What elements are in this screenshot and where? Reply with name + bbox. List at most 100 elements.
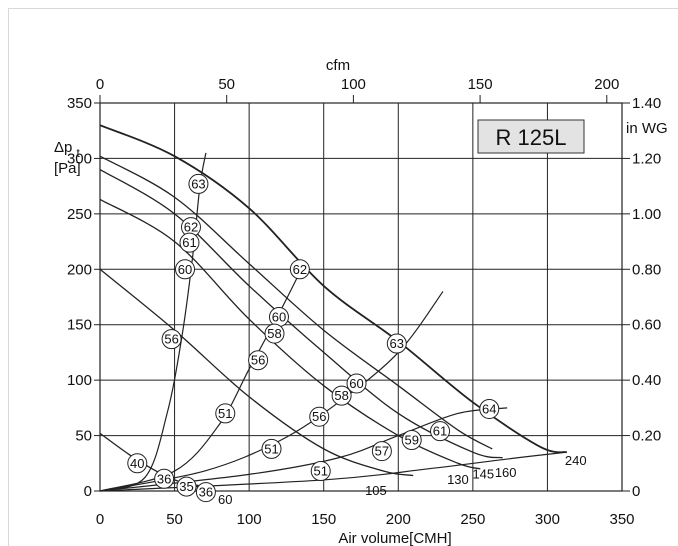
y2-tick-label: 0.60	[632, 317, 661, 334]
x-tick-label: 100	[237, 511, 262, 528]
noise-level-circle	[161, 329, 182, 350]
y-tick-label: 250	[67, 206, 92, 223]
fan-curve	[99, 124, 567, 454]
noise-level-circle	[188, 173, 209, 194]
noise-level-label: 63	[191, 176, 205, 191]
noise-level-circle	[371, 441, 392, 462]
left-axis-subscript: t	[77, 146, 81, 160]
x2-tick-label: 100	[341, 76, 366, 93]
noise-level-label: 59	[404, 433, 418, 448]
y2-tick-label: 1.20	[632, 150, 661, 167]
noise-level-label: 62	[293, 262, 307, 277]
y-tick-label: 0	[84, 483, 92, 500]
noise-level-label: 51	[313, 464, 327, 479]
y-tick-label: 100	[67, 372, 92, 389]
noise-level-circle	[401, 430, 422, 451]
noise-level-label: 58	[267, 326, 281, 341]
chart-frame	[8, 8, 678, 546]
y-tick-label: 150	[67, 317, 92, 334]
noise-level-circle	[248, 350, 269, 371]
curve-end-label: 160	[495, 465, 517, 480]
x-tick-label: 300	[535, 511, 560, 528]
y2-tick-label: 0	[632, 483, 640, 500]
system-curve	[99, 152, 207, 492]
x2-tick-label: 50	[218, 76, 235, 93]
noise-level-label: 36	[199, 485, 213, 500]
y-tick-label: 350	[67, 95, 92, 112]
model-label-box	[477, 119, 585, 154]
noise-level-circle	[127, 453, 148, 474]
noise-level-circle	[195, 482, 216, 503]
noise-level-label: 56	[164, 332, 178, 347]
curve-end-label: 105	[365, 483, 387, 498]
tick-labels: 0 50 100 150 200 250 300 3500501001502002503003…	[67, 76, 661, 528]
left-axis-label: Δp t	[54, 139, 81, 160]
noise-level-label: 56	[251, 353, 265, 368]
y2-tick-label: 0.40	[632, 372, 661, 389]
right-axis-unit: in WG	[626, 120, 668, 137]
noise-level-circle	[331, 385, 352, 406]
plot-border	[99, 102, 623, 492]
top-axis-label: cfm	[326, 57, 350, 74]
y-tick-label: 50	[75, 428, 92, 445]
fan-curve	[99, 198, 481, 470]
x2-tick-label: 150	[468, 76, 493, 93]
noise-level-circle	[175, 259, 196, 280]
noise-level-circle	[176, 476, 197, 497]
noise-level-label: 56	[312, 409, 326, 424]
model-label: R 125L	[496, 125, 567, 150]
noise-level-circle	[179, 232, 200, 253]
noise-level-label: 57	[375, 444, 389, 459]
x-tick-label: 0	[96, 511, 104, 528]
left-axis-symbol: Δp	[54, 139, 72, 156]
noise-level-circle	[386, 333, 407, 354]
fan-curve	[99, 268, 414, 477]
noise-level-label: 60	[178, 262, 192, 277]
x2-tick-label: 0	[96, 76, 104, 93]
curve-end-label: 240	[565, 453, 587, 468]
grid	[94, 95, 630, 492]
noise-level-circle	[346, 373, 367, 394]
noise-level-circle	[215, 403, 236, 424]
curve-end-label: 60	[218, 492, 232, 507]
noise-level-label: 35	[179, 479, 193, 494]
x-tick-label: 50	[166, 511, 183, 528]
noise-level-label: 60	[272, 309, 286, 324]
x-tick-label: 150	[311, 511, 336, 528]
y2-tick-label: 0.20	[632, 428, 661, 445]
noise-level-circle	[309, 406, 330, 427]
x-tick-label: 250	[460, 511, 485, 528]
left-axis-unit: [Pa]	[54, 160, 81, 177]
x2-tick-label: 200	[594, 76, 619, 93]
noise-level-label: 36	[157, 471, 171, 486]
y2-tick-label: 1.00	[632, 206, 661, 223]
curve-end-label: 130	[447, 472, 469, 487]
curves	[99, 124, 567, 492]
noise-level-label: 51	[218, 406, 232, 421]
x-tick-label: 200	[386, 511, 411, 528]
noise-level-label: 62	[184, 220, 198, 235]
noise-level-label: 51	[264, 441, 278, 456]
system-curve	[99, 407, 508, 492]
noise-level-label: 58	[334, 388, 348, 403]
y2-tick-label: 1.40	[632, 95, 661, 112]
fan-curve	[99, 155, 493, 450]
noise-level-label: 61	[182, 235, 196, 250]
y2-tick-label: 0.80	[632, 261, 661, 278]
noise-level-label: 40	[130, 456, 144, 471]
y-tick-label: 200	[67, 261, 92, 278]
fan-curve	[99, 168, 503, 459]
noise-level-label: 60	[349, 376, 363, 391]
bottom-axis-label: Air volume[CMH]	[338, 530, 451, 546]
curve-end-label: 145	[472, 466, 494, 481]
y-tick-label: 300	[67, 150, 92, 167]
noise-level-label: 61	[433, 424, 447, 439]
noise-level-circle	[479, 398, 500, 419]
noise-level-circle	[289, 259, 310, 280]
noise-level-circle	[154, 468, 175, 489]
noise-level-circle	[430, 421, 451, 442]
x-tick-label: 350	[609, 511, 634, 528]
noise-level-circle	[310, 461, 331, 482]
